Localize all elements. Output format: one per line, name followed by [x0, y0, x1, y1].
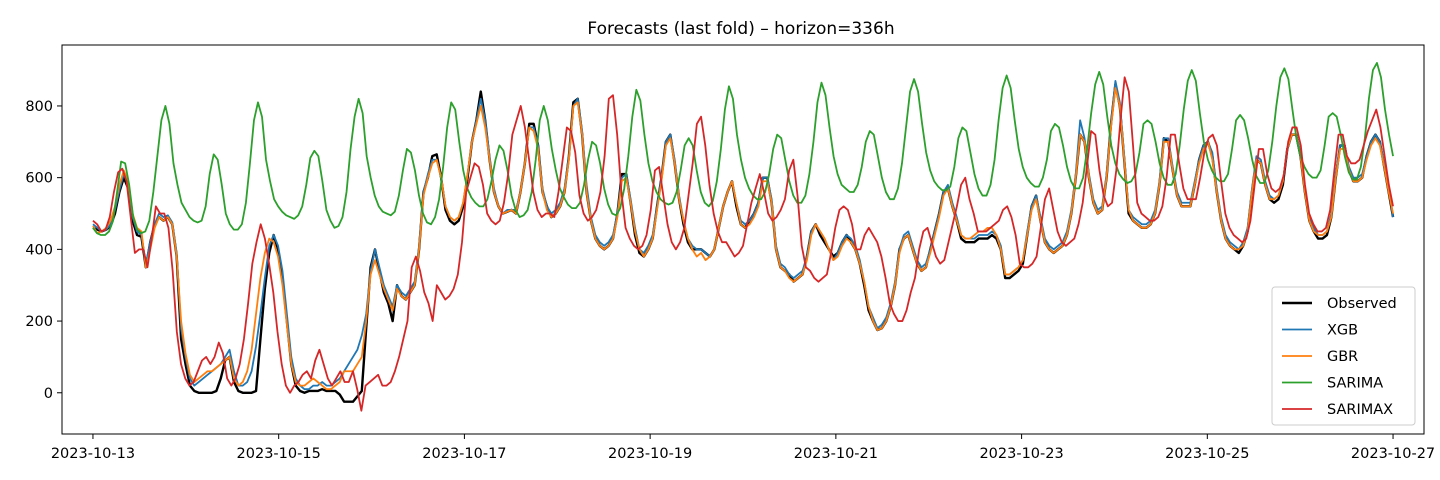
legend: Observed XGB GBR SARIMA SARIMAX — [1271, 286, 1416, 426]
series-line-sarimax — [92, 76, 1394, 412]
y-tick-label: 600 — [25, 171, 53, 187]
y-tick-label: 800 — [25, 99, 53, 115]
series-layer — [92, 62, 1395, 412]
y-axis: 0 200 400 600 800 — [25, 99, 62, 402]
series-line-sarima — [92, 62, 1394, 236]
legend-label-xgb: XGB — [1327, 323, 1358, 339]
x-tick-label: 2023-10-19 — [608, 446, 692, 462]
chart-title: Forecasts (last fold) – horizon=336h — [587, 19, 894, 39]
x-tick-label: 2023-10-23 — [979, 446, 1063, 462]
plot-area-frame — [61, 44, 1425, 435]
legend-label-gbr: GBR — [1327, 349, 1358, 365]
y-tick-label: 200 — [25, 314, 53, 330]
x-tick-label: 2023-10-25 — [1165, 446, 1249, 462]
x-tick-label: 2023-10-13 — [51, 446, 135, 462]
x-tick-label: 2023-10-15 — [237, 446, 321, 462]
legend-label-sarimax: SARIMAX — [1327, 402, 1393, 418]
x-tick-label: 2023-10-27 — [1351, 446, 1435, 462]
legend-label-sarima: SARIMA — [1327, 376, 1383, 392]
legend-box — [1271, 286, 1416, 426]
x-axis: 2023-10-13 2023-10-15 2023-10-17 2023-10-19… — [51, 434, 1435, 462]
x-tick-label: 2023-10-17 — [422, 446, 506, 462]
y-tick-label: 400 — [25, 242, 53, 258]
x-tick-label: 2023-10-21 — [794, 446, 878, 462]
y-tick-label: 0 — [44, 386, 53, 402]
series-line-gbr — [92, 87, 1394, 391]
legend-label-observed: Observed — [1327, 296, 1397, 312]
